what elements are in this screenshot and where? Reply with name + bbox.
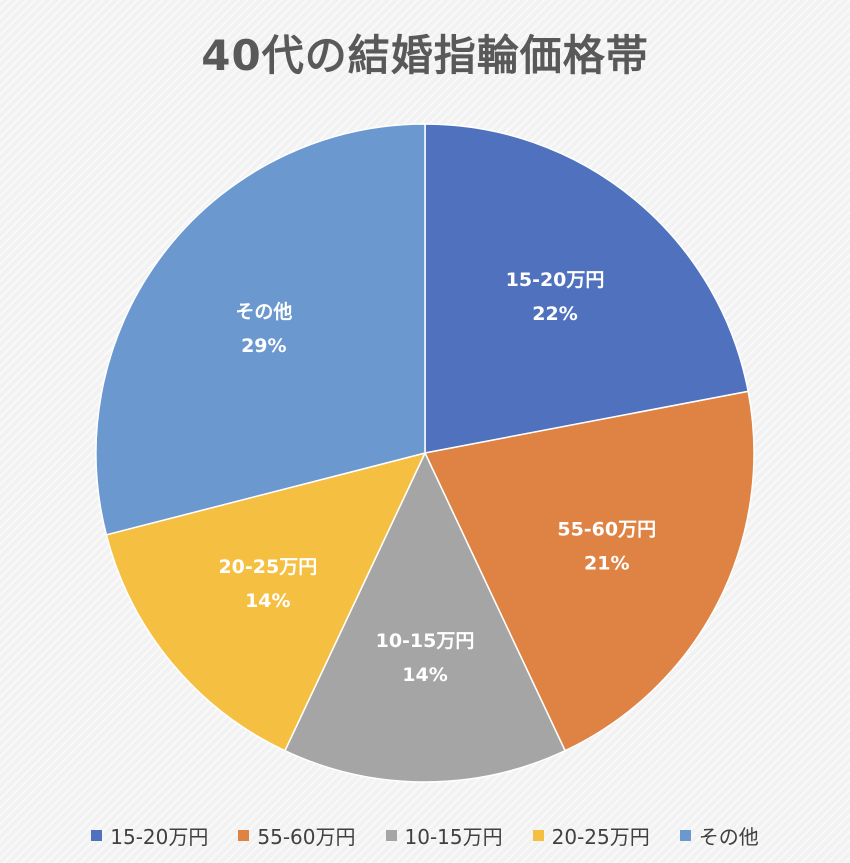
legend-swatch-icon xyxy=(91,829,103,841)
slice-category-label: 10-15万円 xyxy=(376,630,475,652)
pie-slice-55-60 xyxy=(423,390,755,752)
legend-label: 10-15万円 xyxy=(404,824,503,849)
legend-label: 55-60万円 xyxy=(257,824,356,849)
legend-item-10-15: 10-15万円 xyxy=(385,821,503,850)
pie-slice-other xyxy=(95,123,426,536)
legend-item-other: その他 xyxy=(679,821,759,850)
slice-value-label: 21% xyxy=(584,553,629,575)
slice-category-label: 55-60万円 xyxy=(557,519,656,541)
pie-slice-15-20 xyxy=(424,123,750,454)
pie-slice-20-25 xyxy=(105,451,427,752)
slice-category-label: 15-20万円 xyxy=(506,269,605,291)
slice-value-label: 14% xyxy=(245,590,290,612)
slice-value-label: 29% xyxy=(241,335,286,357)
legend-swatch-icon xyxy=(532,829,544,841)
legend-label: 15-20万円 xyxy=(110,824,209,849)
legend-item-15-20: 15-20万円 xyxy=(91,821,208,850)
chart-legend: 15-20万円 55-60万円 10-15万円 20-25万円 その他 xyxy=(0,818,850,852)
slice-value-label: 22% xyxy=(532,303,577,325)
legend-item-20-25: 20-25万円 xyxy=(532,821,650,850)
legend-item-55-60: 55-60万円 xyxy=(238,821,356,850)
slice-category-label: 20-25万円 xyxy=(218,556,317,578)
legend-swatch-icon xyxy=(679,829,691,841)
pie-slice-10-15 xyxy=(283,451,567,783)
legend-swatch-icon xyxy=(385,829,397,841)
slice-category-label: その他 xyxy=(235,300,292,323)
slice-value-label: 14% xyxy=(402,664,447,686)
chart-title: 40代の結婚指輪価格帯 xyxy=(201,31,649,80)
legend-label: 20-25万円 xyxy=(551,824,650,849)
legend-swatch-icon xyxy=(238,829,250,841)
legend-label: その他 xyxy=(698,824,759,849)
